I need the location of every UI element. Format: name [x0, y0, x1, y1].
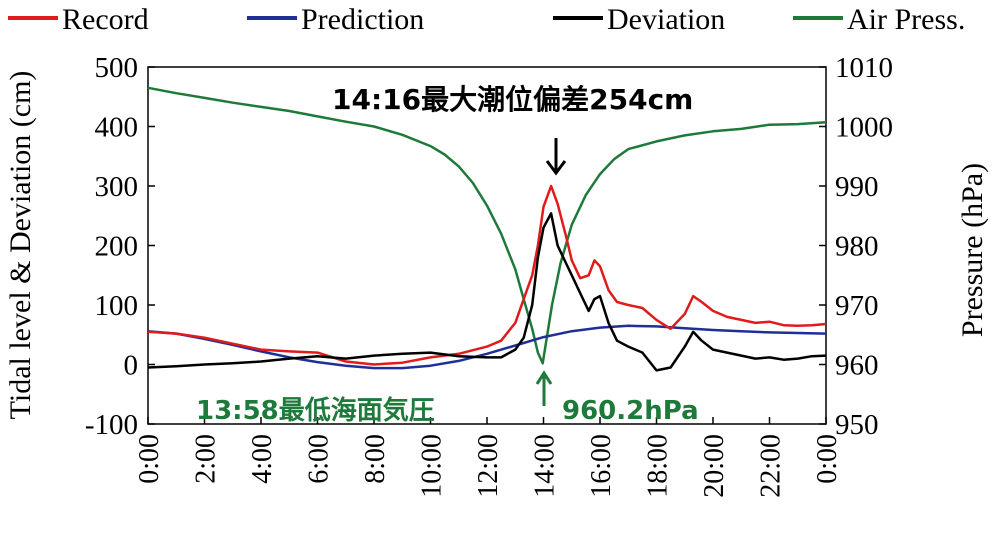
x-tick-label: 12:00	[473, 434, 504, 498]
min-pressure-value: 960.2hPa	[562, 396, 699, 426]
x-tick-label: 0:00	[812, 434, 843, 484]
y2-axis-title: Pressure (hPa)	[956, 163, 989, 337]
x-tick-label: 8:00	[360, 434, 391, 484]
legend-label: Record	[62, 3, 149, 36]
y-tick-label: 0	[124, 350, 139, 382]
y-axis-title: Tidal level & Deviation (cm)	[4, 71, 37, 420]
x-tick-label: 0:00	[134, 434, 165, 484]
y-tick-label: -100	[85, 409, 138, 441]
x-axis: 0:00 2:00 4:00 6:00 8:00 10:00 12:00 14:00 16:00…	[134, 417, 843, 498]
y2-tick-label: 1000	[835, 112, 893, 144]
left-axis: -100 0 100 200 300 400 500	[85, 52, 155, 441]
legend-label: Prediction	[301, 3, 424, 36]
x-tick-label: 10:00	[417, 434, 448, 498]
plot-area-frame	[147, 66, 827, 425]
x-tick-label: 22:00	[756, 434, 787, 498]
series-line-air-press	[147, 86, 827, 365]
series-line-prediction	[147, 324, 827, 370]
y2-tick-label: 960	[835, 350, 879, 382]
y2-tick-label: 980	[835, 231, 879, 263]
x-tick-label: 16:00	[586, 434, 617, 498]
series-line-record	[147, 184, 827, 366]
y-tick-label: 200	[95, 231, 139, 263]
min-pressure-arrow	[535, 370, 553, 406]
legend-label: Air Press.	[847, 3, 965, 36]
max-deviation-annotation: 14:16最大潮位偏差254cm	[332, 83, 693, 116]
series-line-deviation	[147, 212, 827, 372]
x-tick-label: 4:00	[247, 434, 278, 484]
x-tick-label: 20:00	[699, 434, 730, 498]
right-axis: 950 960 970 980 990 1000 1010	[819, 52, 893, 441]
x-tick-label: 2:00	[191, 434, 222, 484]
y2-tick-label: 950	[835, 409, 879, 441]
y-tick-label: 300	[95, 171, 139, 203]
y2-tick-label: 1010	[835, 52, 893, 84]
y-tick-label: 400	[95, 112, 139, 144]
y2-tick-label: 990	[835, 171, 879, 203]
legend: Record Prediction Deviation Air Press.	[8, 3, 965, 36]
min-pressure-annotation: 13:58最低海面気圧	[196, 395, 435, 426]
y2-tick-label: 970	[835, 290, 879, 322]
x-tick-label: 6:00	[304, 434, 335, 484]
x-tick-label: 14:00	[530, 434, 561, 498]
y-tick-label: 500	[95, 52, 139, 84]
x-tick-label: 18:00	[643, 434, 674, 498]
series-layer	[147, 86, 827, 372]
max-deviation-arrow	[545, 138, 567, 176]
y-tick-label: 100	[95, 290, 139, 322]
legend-label: Deviation	[607, 3, 725, 36]
